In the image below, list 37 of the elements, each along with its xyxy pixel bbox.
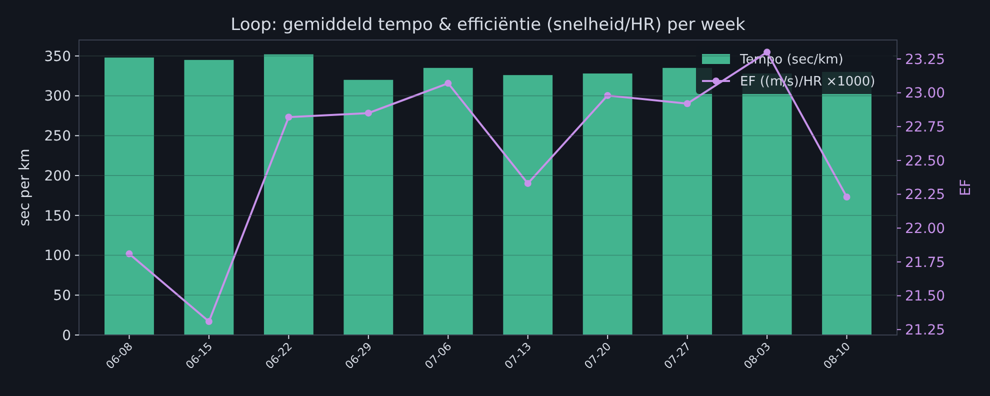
point — [524, 180, 532, 187]
y-tick-label: 150 — [44, 208, 71, 224]
point — [444, 80, 452, 87]
y2-tick-label: 22.75 — [905, 120, 946, 136]
y-axis-title: sec per km — [17, 148, 33, 226]
bar — [264, 54, 314, 335]
bar — [344, 80, 394, 335]
point — [364, 110, 372, 117]
y-tick-label: 100 — [44, 248, 71, 264]
point — [843, 193, 850, 200]
chart-title: Loop: gemiddeld tempo & efficiëntie (snelheid/HR) per week — [230, 15, 746, 35]
y2-tick-label: 21.25 — [905, 322, 946, 338]
point — [285, 114, 292, 121]
y2-tick-label: 21.50 — [905, 288, 946, 305]
bar — [662, 68, 712, 335]
bar — [503, 75, 553, 335]
y2-tick-label: 23.25 — [905, 52, 946, 68]
y2-axis-title: EF — [958, 179, 974, 196]
bar — [423, 68, 473, 335]
bar — [582, 73, 632, 335]
point — [126, 250, 133, 258]
y2-tick-label: 23.00 — [905, 86, 946, 102]
point — [684, 100, 691, 108]
y-tick-label: 350 — [44, 48, 71, 65]
point — [205, 318, 212, 325]
y2-tick-label: 22.25 — [905, 187, 946, 204]
y-tick-label: 50 — [53, 288, 71, 304]
y-tick-label: 0 — [62, 328, 71, 344]
y-tick-label: 250 — [44, 128, 71, 145]
y2-tick-label: 22.00 — [905, 220, 946, 237]
y-tick-label: 300 — [44, 88, 71, 105]
bar — [184, 60, 234, 335]
y2-tick-label: 22.50 — [905, 153, 946, 170]
y-tick-label: 200 — [44, 168, 71, 184]
bar — [104, 58, 154, 335]
y2-tick-label: 21.75 — [905, 254, 946, 271]
point — [604, 92, 612, 99]
